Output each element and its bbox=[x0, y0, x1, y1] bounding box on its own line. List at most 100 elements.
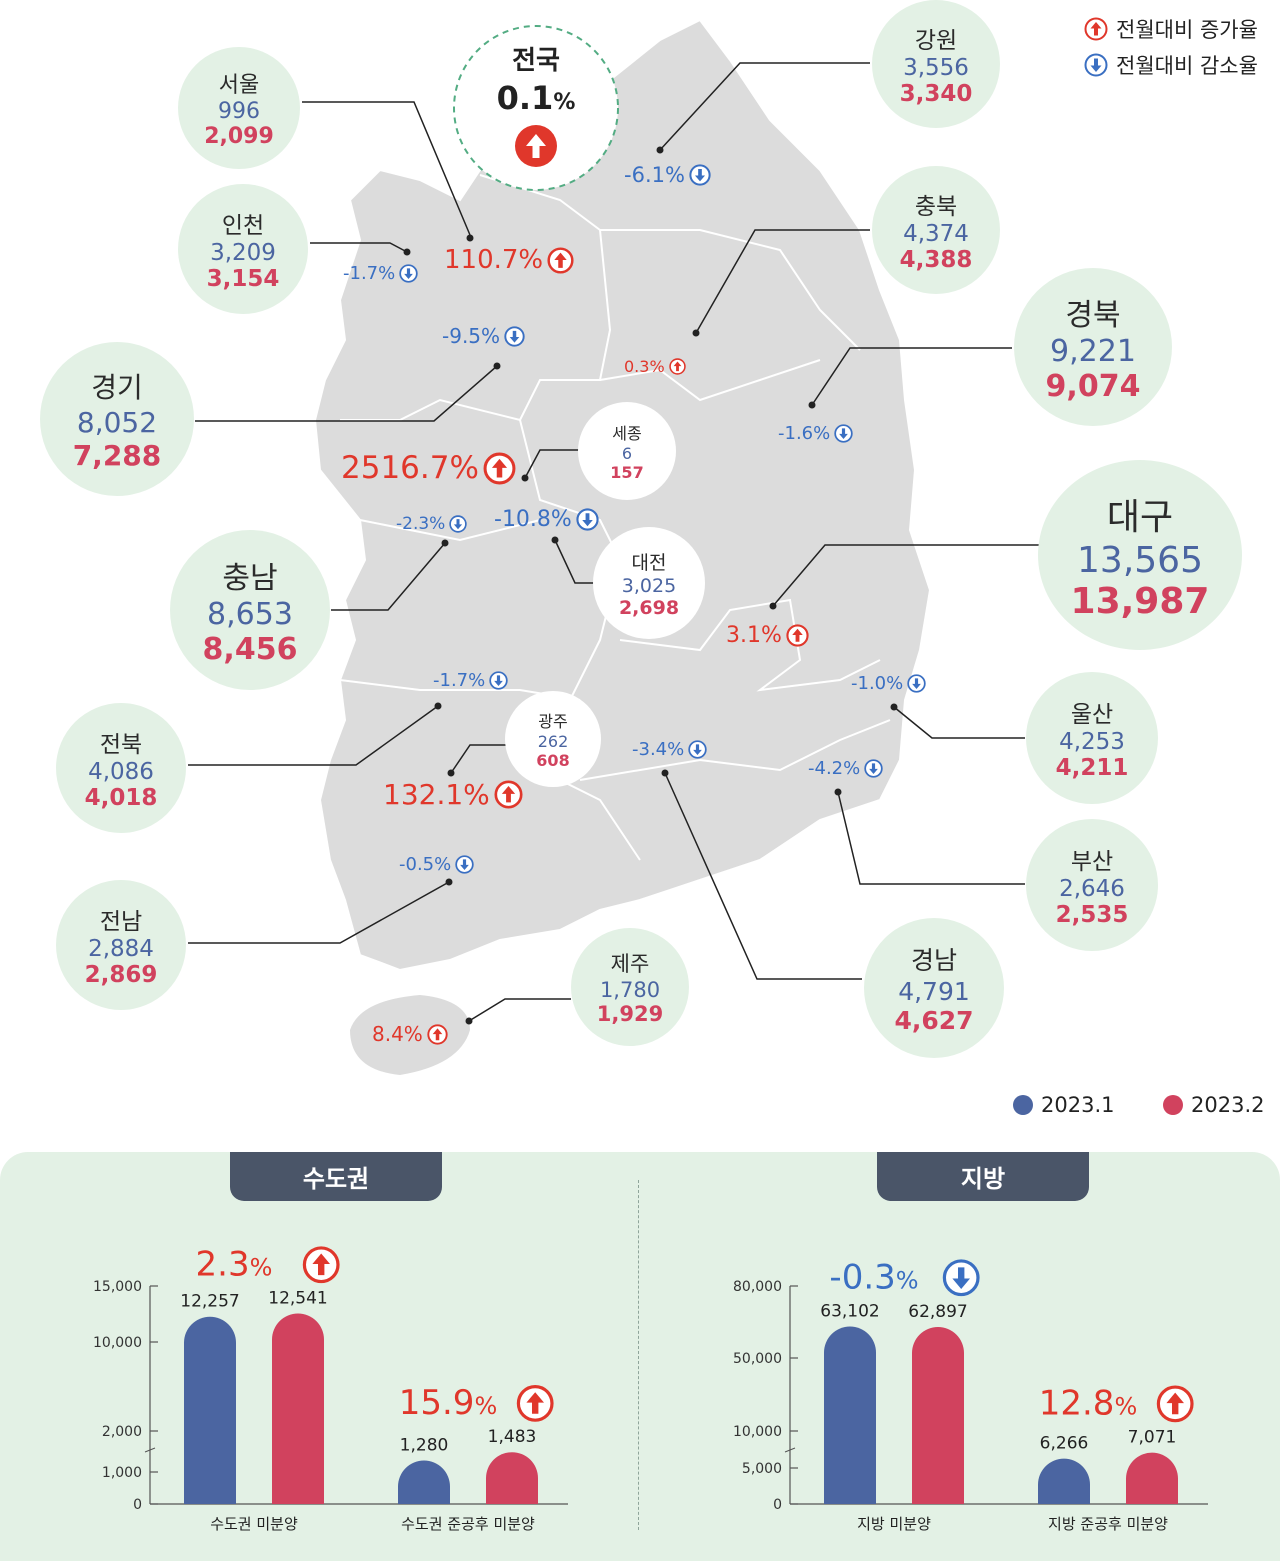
region-jan: 8,052 bbox=[76, 406, 158, 439]
category-label: 수도권 준공후 미분양 bbox=[401, 1515, 535, 1533]
region-bubble-jeonbuk: 전북 4,086 4,018 bbox=[56, 703, 186, 833]
bar-value-label: 1,483 bbox=[488, 1427, 537, 1447]
y-tick-label: 50,000 bbox=[733, 1351, 782, 1367]
region-jan: 262 bbox=[537, 732, 569, 751]
down-arrow-icon bbox=[834, 424, 853, 443]
region-bubble-daejeon: 대전 3,025 2,698 bbox=[593, 527, 705, 639]
change-rate: 12.8% bbox=[1039, 1384, 1138, 1424]
region-bubble-incheon: 인천 3,209 3,154 bbox=[178, 184, 308, 314]
rate-value: -2.3% bbox=[396, 514, 446, 534]
region-bubble-gyeonggi: 경기 8,052 7,288 bbox=[40, 342, 194, 496]
rate-label-jeonnam: -0.5% bbox=[399, 854, 474, 875]
rate-value: -1.7% bbox=[433, 670, 486, 691]
region-feb: 1,929 bbox=[596, 1002, 664, 1026]
region-jan: 3,209 bbox=[210, 240, 276, 266]
category-label: 수도권 미분양 bbox=[210, 1515, 298, 1533]
region-jan: 8,653 bbox=[207, 597, 293, 632]
leader-dots bbox=[403, 146, 898, 1025]
region-jan: 4,374 bbox=[903, 221, 969, 247]
panel-tab-provinces: 지방 bbox=[877, 1152, 1089, 1201]
series2-dot bbox=[1163, 1095, 1183, 1115]
region-name: 경기 bbox=[91, 371, 143, 404]
rate-label-chungnam: -2.3% bbox=[396, 514, 468, 534]
y-tick-label: 15,000 bbox=[93, 1279, 142, 1295]
region-feb: 2,698 bbox=[618, 596, 680, 619]
region-feb: 13,987 bbox=[1070, 581, 1210, 622]
legend-decrease: 전월대비 감소율 bbox=[1084, 50, 1258, 80]
rate-value: 3.1% bbox=[726, 623, 782, 648]
rate-value: 2516.7% bbox=[341, 450, 479, 486]
rate-label-gyeongnam: -3.4% bbox=[632, 739, 707, 760]
rate-label-chungbuk: 0.3% bbox=[624, 357, 686, 376]
national-name: 전국 bbox=[512, 46, 560, 76]
up-arrow-icon bbox=[1084, 17, 1108, 41]
region-bubble-busan: 부산 2,646 2,535 bbox=[1026, 819, 1158, 951]
bar bbox=[1126, 1452, 1178, 1504]
region-bubble-chungbuk: 충북 4,374 4,388 bbox=[872, 166, 1000, 294]
region-jan: 996 bbox=[218, 99, 260, 124]
rate-label-daegu: 3.1% bbox=[726, 623, 809, 648]
y-tick-label: 80,000 bbox=[733, 1279, 782, 1295]
region-name: 전북 bbox=[99, 732, 143, 758]
region-bubble-gyeongbuk: 경북 9,221 9,074 bbox=[1014, 268, 1172, 426]
region-jan: 4,253 bbox=[1059, 729, 1125, 755]
region-feb: 2,869 bbox=[84, 962, 158, 988]
bar bbox=[272, 1313, 324, 1504]
region-name: 전남 bbox=[99, 909, 143, 935]
rate-label-gyeongbuk: -1.6% bbox=[778, 423, 853, 444]
region-jan: 6 bbox=[621, 444, 633, 463]
region-bubble-daegu: 대구 13,565 13,987 bbox=[1038, 460, 1242, 650]
region-feb: 4,627 bbox=[894, 1006, 974, 1035]
up-arrow-icon bbox=[786, 624, 809, 647]
region-name: 세종 bbox=[612, 424, 642, 443]
category-label: 지방 미분양 bbox=[857, 1515, 931, 1533]
region-bubble-sejong: 세종 6 157 bbox=[578, 402, 676, 500]
series1-dot bbox=[1013, 1095, 1033, 1115]
region-name: 경남 bbox=[910, 946, 957, 975]
region-bubble-gwangju: 광주 262 608 bbox=[505, 691, 601, 787]
change-rate: 2.3% bbox=[196, 1245, 273, 1285]
region-jan: 2,884 bbox=[88, 936, 154, 962]
region-name: 경북 bbox=[1065, 298, 1121, 333]
y-tick-label: 10,000 bbox=[733, 1424, 782, 1440]
down-arrow-icon bbox=[399, 264, 418, 283]
region-jan: 3,556 bbox=[903, 55, 969, 81]
legend-increase-label: 전월대비 증가율 bbox=[1116, 18, 1258, 42]
rate-label-sejong: 2516.7% bbox=[341, 450, 516, 486]
region-jan: 1,780 bbox=[599, 978, 661, 1002]
region-feb: 2,099 bbox=[204, 124, 274, 149]
legend-series1: 2023.1 bbox=[1013, 1093, 1114, 1117]
legend-series2: 2023.2 bbox=[1163, 1093, 1264, 1117]
rate-value: -1.6% bbox=[778, 423, 831, 444]
legend-series2-label: 2023.2 bbox=[1191, 1093, 1265, 1117]
region-bubble-jeonnam: 전남 2,884 2,869 bbox=[56, 880, 186, 1010]
rate-label-daejeon: -10.8% bbox=[494, 507, 599, 532]
bar bbox=[398, 1460, 450, 1504]
bar bbox=[1038, 1458, 1090, 1504]
region-feb: 4,211 bbox=[1055, 755, 1129, 781]
rate-value: 132.1% bbox=[383, 778, 490, 811]
rate-value: -6.1% bbox=[624, 163, 685, 187]
national-dashed-circle bbox=[453, 25, 619, 191]
panel-divider bbox=[638, 1180, 639, 1530]
region-feb: 608 bbox=[536, 751, 570, 770]
region-jan: 4,791 bbox=[898, 977, 970, 1006]
bar-value-label: 63,102 bbox=[820, 1302, 879, 1322]
bar bbox=[824, 1326, 876, 1504]
down-arrow-icon bbox=[489, 671, 508, 690]
national-rate-value: 0.1 bbox=[496, 79, 554, 117]
rate-value: 0.3% bbox=[624, 357, 665, 376]
rate-label-jeonbuk: -1.7% bbox=[433, 670, 508, 691]
rate-label-ulsan: -1.0% bbox=[851, 673, 926, 694]
down-arrow-icon bbox=[942, 1259, 980, 1297]
region-bubble-gangwon: 강원 3,556 3,340 bbox=[872, 0, 1000, 128]
down-arrow-icon bbox=[504, 325, 525, 347]
region-name: 대구 bbox=[1106, 497, 1174, 538]
rate-label-gangwon: -6.1% bbox=[624, 163, 711, 187]
region-feb: 8,456 bbox=[202, 632, 298, 667]
region-feb: 3,154 bbox=[206, 266, 280, 292]
bar bbox=[184, 1316, 236, 1504]
legend-increase: 전월대비 증가율 bbox=[1084, 14, 1258, 44]
region-name: 인천 bbox=[221, 213, 265, 239]
region-jan: 9,221 bbox=[1050, 334, 1136, 369]
